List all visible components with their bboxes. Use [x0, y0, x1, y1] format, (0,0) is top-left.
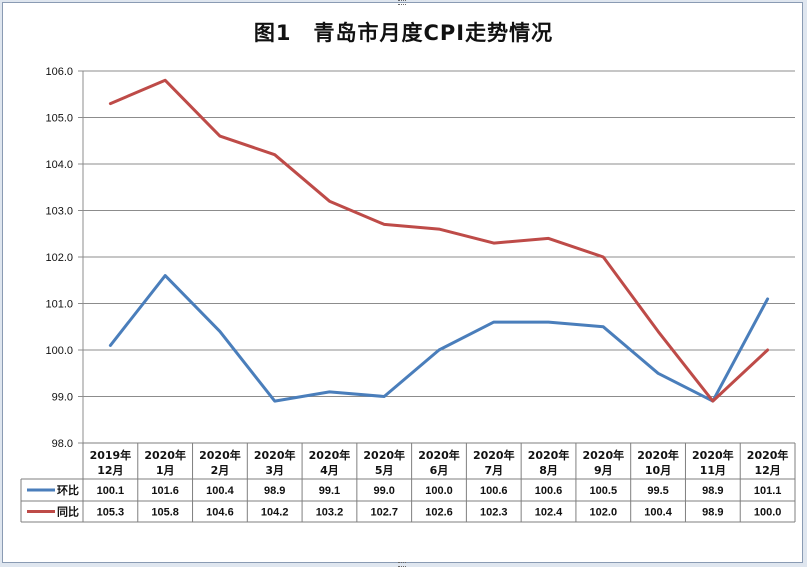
x-category-label-year: 2020年	[528, 448, 570, 462]
y-tick-label: 105.0	[45, 113, 73, 125]
data-table-value: 99.0	[374, 485, 395, 497]
x-category-label-year: 2020年	[747, 448, 789, 462]
x-category-label-month: 10月	[645, 464, 671, 477]
x-category-label-month: 3月	[265, 464, 284, 477]
chart-title: 图1 青岛市月度CPI走势情况	[253, 21, 554, 45]
data-table-value: 101.6	[151, 485, 179, 497]
resize-handle-top[interactable]	[398, 0, 406, 5]
data-table-value: 105.8	[151, 507, 179, 519]
x-category-label-month: 8月	[539, 464, 558, 477]
data-table-value: 102.7	[370, 507, 398, 519]
x-category-label-year: 2019年	[90, 448, 132, 462]
data-table-value: 98.9	[702, 485, 723, 497]
y-tick-label: 98.0	[52, 438, 73, 450]
data-table-value: 102.6	[425, 507, 453, 519]
x-category-label-year: 2020年	[199, 448, 241, 462]
resize-handle-bottom[interactable]	[398, 562, 406, 567]
y-tick-label: 99.0	[52, 392, 73, 404]
series-line-0	[108, 274, 770, 403]
data-table-value: 100.4	[644, 507, 672, 519]
x-category-label-month: 12月	[754, 464, 780, 477]
data-table-value: 100.5	[590, 485, 618, 497]
data-table-value: 102.4	[535, 507, 563, 519]
x-category-label-month: 5月	[375, 464, 394, 477]
y-tick-label: 106.0	[45, 66, 73, 78]
data-table-value: 100.4	[206, 485, 234, 497]
x-category-label-month: 12月	[97, 464, 123, 477]
y-tick-label: 103.0	[45, 206, 73, 218]
x-category-label-month: 9月	[594, 464, 613, 477]
x-category-label-year: 2020年	[418, 448, 460, 462]
y-tick-label: 104.0	[45, 159, 73, 171]
x-category-label-month: 1月	[156, 464, 175, 477]
data-table-value: 104.2	[261, 507, 289, 519]
x-category-label-year: 2020年	[637, 448, 679, 462]
data-table-value: 100.0	[425, 485, 453, 497]
data-table-value: 99.5	[647, 485, 668, 497]
x-category-label-year: 2020年	[692, 448, 734, 462]
data-table-value: 98.9	[702, 507, 723, 519]
data-table-value: 98.9	[264, 485, 285, 497]
x-category-label-month: 2月	[211, 464, 230, 477]
series-line-1	[108, 78, 770, 403]
chart-svg: 98.0 99.0 100.0 101.0 102.0 103.0 104.0 105.0 10…	[20, 66, 796, 523]
data-table-value: 100.6	[535, 485, 563, 497]
data-table-value: 100.1	[97, 485, 125, 497]
x-category-label-year: 2020年	[309, 448, 351, 462]
data-table-value: 102.0	[590, 507, 618, 519]
data-table-value: 103.2	[316, 507, 344, 519]
data-table-value: 99.1	[319, 485, 340, 497]
data-table-value: 100.0	[754, 507, 782, 519]
y-tick-label: 101.0	[45, 299, 73, 311]
x-category-label-year: 2020年	[363, 448, 405, 462]
x-category-label-year: 2020年	[144, 448, 186, 462]
legend-label-0: 环比	[57, 483, 79, 497]
x-category-label-year: 2020年	[254, 448, 296, 462]
x-category-label-year: 2020年	[473, 448, 515, 462]
x-category-label-month: 11月	[700, 464, 726, 477]
x-category-label-month: 4月	[320, 464, 339, 477]
legend-label-1: 同比	[57, 505, 79, 519]
x-category-label-month: 7月	[484, 464, 503, 477]
x-category-label-month: 6月	[430, 464, 449, 477]
data-table-value: 100.6	[480, 485, 508, 497]
data-table-value: 102.3	[480, 507, 508, 519]
y-tick-label: 102.0	[45, 252, 73, 264]
data-table-value: 101.1	[754, 485, 782, 497]
x-category-label-year: 2020年	[582, 448, 624, 462]
y-tick-label: 100.0	[45, 345, 73, 357]
data-table-value: 104.6	[206, 507, 234, 519]
data-table-value: 105.3	[97, 507, 125, 519]
